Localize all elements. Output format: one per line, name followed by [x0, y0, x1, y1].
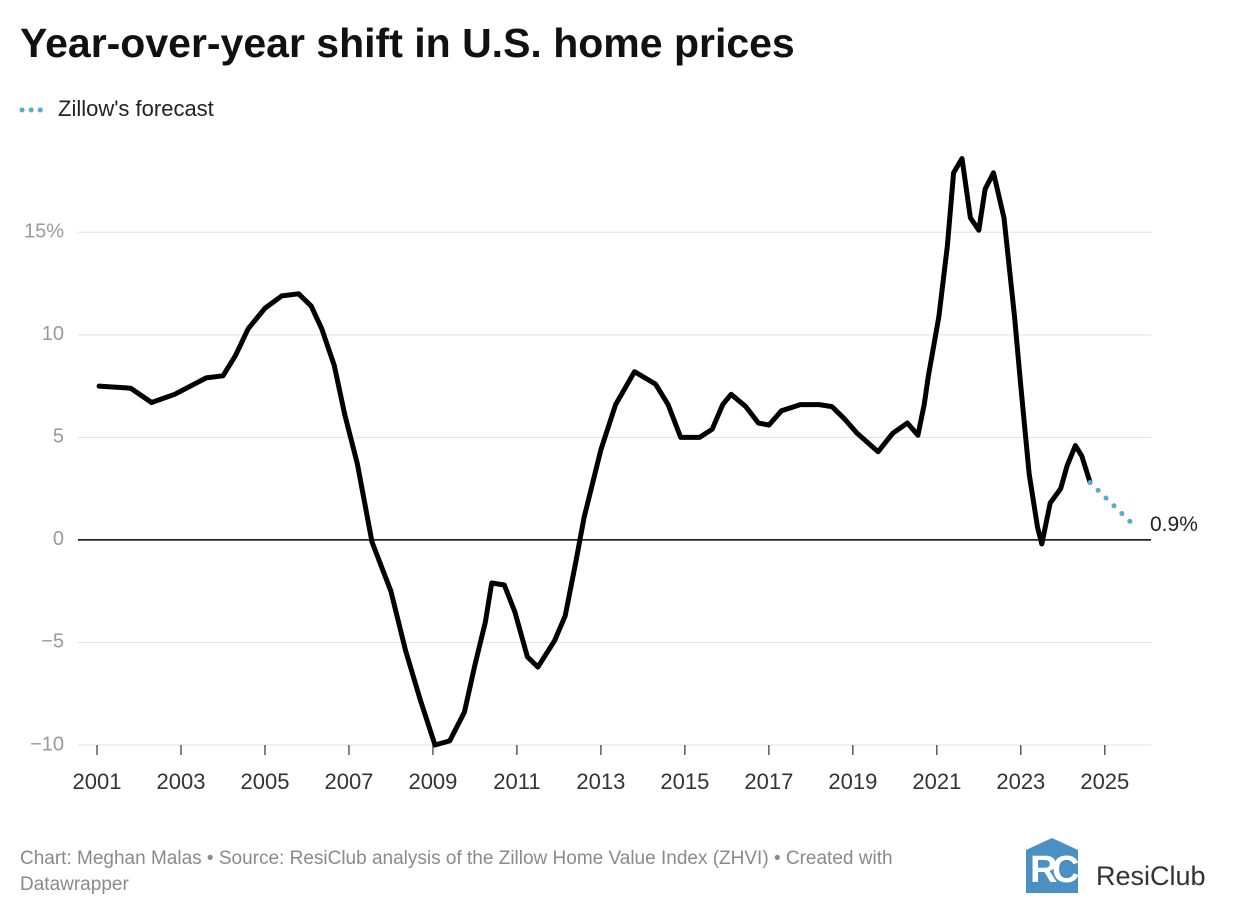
svg-text:R: R — [1030, 849, 1057, 891]
logo-text: ResiClub — [1096, 861, 1206, 891]
x-tick-label: 2015 — [660, 769, 709, 794]
x-tick-label: 2005 — [240, 769, 289, 794]
x-tick-label: 2017 — [744, 769, 793, 794]
forecast-line — [1087, 480, 1133, 524]
x-tick-label: 2013 — [576, 769, 625, 794]
svg-text:C: C — [1052, 849, 1079, 891]
x-tick-label: 2009 — [408, 769, 457, 794]
x-tick-label: 2021 — [912, 769, 961, 794]
chart-title: Year-over-year shift in U.S. home prices — [20, 20, 795, 66]
y-tick-label: −10 — [30, 733, 64, 755]
line — [96, 156, 1093, 748]
y-tick-label: 5 — [53, 426, 64, 448]
logo-icon: R C — [1026, 838, 1079, 893]
value-label: 0.9% — [1150, 513, 1198, 536]
legend-label: Zillow's forecast — [58, 96, 214, 121]
x-tick-label: 2025 — [1080, 769, 1129, 794]
x-tick-label: 2023 — [996, 769, 1045, 794]
y-tick-label: 10 — [42, 323, 64, 345]
x-tick-label: 2007 — [324, 769, 373, 794]
x-tick-label: 2011 — [493, 769, 540, 794]
y-tick-label: 15% — [24, 221, 64, 243]
y-tick-label: −5 — [41, 631, 64, 653]
y-tick-label: 0 — [53, 528, 64, 550]
x-tick-label: 2001 — [73, 769, 122, 794]
x-tick-label: 2019 — [828, 769, 877, 794]
x-tick-label: 2003 — [157, 769, 206, 794]
footer: Chart: Meghan Malas • Source: ResiClub a… — [20, 848, 893, 895]
